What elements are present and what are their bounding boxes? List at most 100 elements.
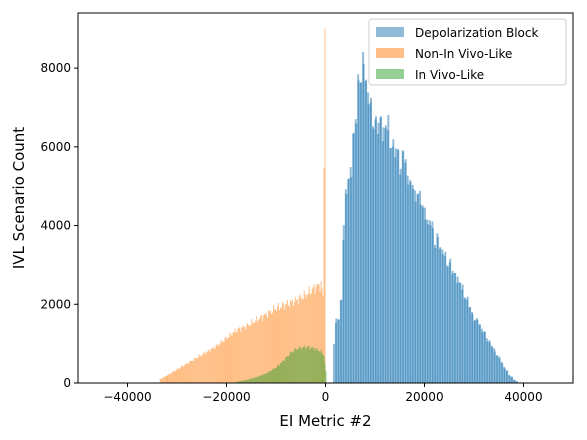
- histogram-bar: [375, 116, 377, 383]
- histogram-bar: [286, 299, 288, 383]
- histogram-bar: [313, 284, 315, 383]
- histogram-bar: [257, 377, 259, 383]
- histogram-bar: [283, 360, 285, 383]
- y-tick-label: 6000: [40, 140, 71, 154]
- histogram-bar: [246, 323, 248, 383]
- histogram-bar: [186, 362, 188, 383]
- histogram-bar: [217, 344, 219, 383]
- histogram-bar: [426, 224, 429, 383]
- histogram-bar: [422, 207, 424, 383]
- histogram-bar: [459, 282, 462, 383]
- histogram-bar: [307, 293, 309, 383]
- histogram-bar: [278, 309, 280, 383]
- histogram-bar: [431, 228, 434, 383]
- histogram-bar: [424, 219, 427, 383]
- histogram-bar: [233, 332, 235, 383]
- histogram-bar: [294, 347, 296, 383]
- histogram-bar: [306, 346, 308, 383]
- legend-swatch: [376, 48, 404, 58]
- histogram-bar: [237, 381, 239, 383]
- histogram-bar: [511, 377, 514, 383]
- histogram-bar: [501, 363, 504, 383]
- histogram-bar: [187, 364, 189, 383]
- histogram-bar: [294, 296, 296, 383]
- histogram-bar: [254, 377, 256, 383]
- histogram-bar: [257, 322, 259, 383]
- histogram-bar: [246, 379, 248, 383]
- histogram-bar: [240, 331, 242, 383]
- histogram-bar: [249, 379, 251, 383]
- histogram-bar: [304, 347, 306, 383]
- histogram-bar: [299, 347, 301, 383]
- histogram-bar: [172, 371, 174, 383]
- histogram-bar: [243, 380, 245, 383]
- histogram-bar: [382, 127, 385, 384]
- histogram-bar: [270, 371, 272, 383]
- histogram-bar: [287, 305, 289, 383]
- histogram-bar: [218, 346, 220, 383]
- histogram-bar: [289, 351, 291, 383]
- histogram-bar: [176, 370, 178, 383]
- histogram-bar: [441, 253, 444, 383]
- histogram-bar: [244, 380, 246, 383]
- histogram-bar: [365, 79, 368, 384]
- histogram-bar: [282, 303, 284, 383]
- histogram-bar: [323, 167, 325, 383]
- histogram-bar: [302, 347, 304, 383]
- histogram-bar: [449, 258, 452, 383]
- histogram-bar: [197, 357, 199, 383]
- histogram-bar: [508, 375, 511, 383]
- histogram-bar: [285, 357, 287, 383]
- histogram-bar: [281, 360, 283, 383]
- histogram-bar: [273, 305, 275, 383]
- histogram-bar: [322, 295, 324, 383]
- histogram-bar: [216, 345, 218, 383]
- histogram-bar: [313, 348, 315, 383]
- histogram-bar: [392, 139, 395, 383]
- histogram-bar: [209, 351, 211, 383]
- legend: Depolarization Block Non-In Vivo-Like In V…: [368, 18, 567, 86]
- histogram-bar: [269, 371, 271, 383]
- histogram-bar: [198, 354, 200, 383]
- histogram-bar: [263, 315, 265, 383]
- histogram-bar: [316, 348, 318, 383]
- histogram-bar: [265, 373, 267, 383]
- histogram-bar: [220, 340, 222, 383]
- histogram-bar: [347, 178, 350, 383]
- histogram-bar: [190, 360, 192, 383]
- histogram-bar: [272, 369, 274, 383]
- histogram-bar: [299, 294, 301, 383]
- histogram-bar: [379, 116, 382, 383]
- histogram-bar: [271, 313, 273, 383]
- histogram-bar: [384, 125, 387, 383]
- histogram-bar: [215, 344, 217, 383]
- histogram-bar: [238, 328, 240, 383]
- histogram-bar: [407, 184, 410, 383]
- histogram-bar: [288, 354, 290, 383]
- histogram-bar: [238, 381, 240, 383]
- histogram-bar: [174, 371, 176, 383]
- histogram-bar: [289, 300, 291, 383]
- histogram-bar: [276, 311, 277, 383]
- histogram-bar: [352, 132, 355, 383]
- histogram-bar: [414, 201, 417, 383]
- histogram-bar: [266, 373, 268, 383]
- histogram-bar: [167, 375, 169, 383]
- histogram-bar: [478, 324, 481, 383]
- histogram-bar: [173, 371, 175, 383]
- histogram-bar: [280, 308, 282, 383]
- histogram-bar: [245, 380, 247, 383]
- histogram-bar: [417, 193, 420, 383]
- histogram-bar: [204, 354, 206, 383]
- histogram-bar: [281, 302, 283, 383]
- histogram-bar: [310, 293, 312, 383]
- histogram-bar: [180, 366, 182, 383]
- histogram-bar: [295, 300, 297, 383]
- histogram-bar: [244, 326, 246, 383]
- histogram-bar: [360, 82, 363, 383]
- histogram-bar: [469, 306, 472, 383]
- histogram-bar: [476, 320, 479, 383]
- x-tick-label: 40000: [504, 390, 542, 404]
- histogram-bar: [243, 326, 245, 383]
- histogram-bar: [268, 309, 270, 383]
